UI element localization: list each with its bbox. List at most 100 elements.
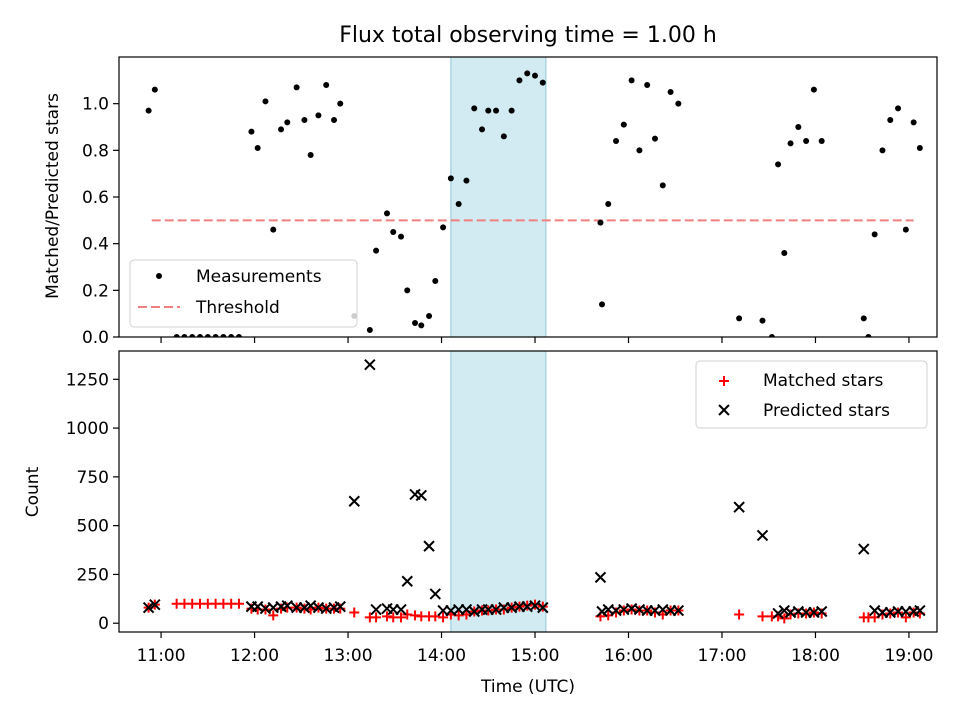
- predicted-star-marker: [594, 571, 607, 584]
- bottom-y-tick-label: 1250: [66, 370, 109, 390]
- measurement-point: [432, 278, 439, 284]
- matched-star-marker: [349, 607, 360, 618]
- measurement-point: [605, 201, 612, 207]
- measurement-point: [331, 117, 338, 123]
- measurement-point: [916, 145, 923, 151]
- measurement-point: [463, 177, 470, 184]
- predicted-star-marker: [149, 598, 161, 611]
- matched-star-marker: [268, 610, 279, 621]
- predicted-star-marker: [596, 605, 608, 618]
- x-axis-label: Time (UTC): [480, 677, 575, 697]
- measurement-point: [278, 126, 285, 133]
- measurement-point: [860, 315, 867, 322]
- predicted-star-marker: [401, 575, 413, 587]
- bottom-y-tick-label: 500: [77, 517, 109, 537]
- predicted-star-marker: [395, 603, 407, 616]
- legend-matched-marker: [719, 376, 729, 386]
- measurement-point: [539, 79, 546, 86]
- measurement-point: [865, 334, 872, 337]
- predicted-star-marker: [858, 543, 870, 555]
- measurement-point: [879, 147, 886, 154]
- predicted-star-marker: [537, 601, 549, 614]
- top-plot-area: [145, 70, 923, 337]
- measurement-point: [768, 334, 775, 337]
- measurement-point: [795, 124, 802, 130]
- measurement-point: [398, 233, 405, 240]
- bottom-panel: 0 250 500 750 1000 1250 11:00 12:00 13:00 14:00 15…: [66, 350, 938, 666]
- legend-label-predicted: Predicted stars: [763, 401, 890, 421]
- measurement-point: [248, 128, 255, 135]
- predicted-star-marker: [281, 599, 293, 612]
- top-panel: 0.0 0.2 0.4 0.6 0.8 1.0 Measurements Threshold: [82, 56, 938, 348]
- measurement-point: [508, 107, 515, 114]
- bottom-y-tick-label: 0: [98, 614, 109, 634]
- measurement-point: [895, 105, 902, 112]
- measurement-point: [301, 117, 308, 123]
- measurement-point: [659, 182, 666, 189]
- measurement-point: [145, 107, 152, 114]
- predicted-star-marker: [298, 601, 311, 614]
- top-y-axis-label: Matched/Predicted stars: [43, 93, 63, 299]
- measurement-point: [628, 77, 635, 84]
- legend-label-matched: Matched stars: [763, 371, 883, 391]
- measurement-point: [667, 89, 674, 95]
- measurement-point: [455, 201, 462, 207]
- bottom-highlight-span: [450, 350, 547, 633]
- predicted-star-marker: [778, 604, 791, 617]
- figure-title: Flux total observing time = 1.00 h: [339, 23, 717, 48]
- measurement-point: [284, 119, 291, 126]
- measurement-point: [151, 86, 158, 93]
- legend-measurement-marker: [156, 273, 162, 279]
- bottom-legend: Matched stars Predicted stars: [695, 360, 928, 429]
- measurement-point: [736, 315, 743, 322]
- measurement-point: [307, 152, 314, 158]
- measurement-point: [440, 224, 447, 231]
- legend-predicted-marker: [718, 404, 730, 416]
- measurement-point: [383, 210, 390, 217]
- predicted-star-marker: [756, 529, 769, 542]
- predicted-star-marker: [348, 495, 360, 507]
- measurement-point: [412, 320, 419, 326]
- top-y-tick-label: 0.2: [82, 281, 109, 301]
- measurement-point: [418, 322, 425, 329]
- x-tick-label: 19:00: [884, 646, 933, 666]
- measurement-point: [323, 82, 330, 88]
- bottom-y-tick-label: 750: [77, 468, 109, 488]
- measurement-point: [315, 112, 322, 119]
- predicted-star-marker: [672, 604, 685, 617]
- measurement-point: [447, 175, 454, 182]
- bottom-y-tick-label: 1000: [66, 419, 109, 439]
- measurement-point: [599, 301, 606, 308]
- x-tick-label: 13:00: [324, 646, 373, 666]
- measurement-point: [781, 250, 788, 256]
- bottom-y-axis-label: Count: [23, 466, 43, 517]
- x-tick-label: 15:00: [511, 646, 560, 666]
- matched-star-marker: [233, 598, 244, 609]
- matched-star-marker: [371, 612, 382, 623]
- predicted-star-marker: [815, 605, 828, 618]
- measurement-point: [228, 334, 235, 337]
- measurement-point: [373, 247, 380, 254]
- legend-box: [129, 259, 358, 328]
- x-tick-label: 18:00: [791, 646, 840, 666]
- measurement-point: [197, 334, 204, 337]
- matched-star-marker: [438, 612, 449, 623]
- top-y-tick-label: 0.4: [82, 235, 109, 255]
- measurement-point: [479, 126, 486, 133]
- measurement-point: [235, 334, 242, 337]
- matched-star-marker: [779, 613, 790, 624]
- measurement-point: [220, 334, 227, 337]
- measurement-point: [254, 145, 261, 151]
- measurement-point: [613, 138, 620, 144]
- measurement-point: [366, 327, 373, 333]
- x-tick-label: 12:00: [230, 646, 279, 666]
- matched-star-marker: [757, 611, 768, 622]
- measurement-point: [787, 140, 794, 147]
- measurement-point: [426, 313, 433, 319]
- measurement-point: [620, 121, 627, 128]
- top-y-tick-label: 0.6: [82, 188, 109, 208]
- top-legend: Measurements Threshold: [129, 259, 358, 328]
- measurement-point: [636, 147, 643, 154]
- x-tick-label: 17:00: [697, 646, 746, 666]
- measurement-point: [485, 107, 492, 114]
